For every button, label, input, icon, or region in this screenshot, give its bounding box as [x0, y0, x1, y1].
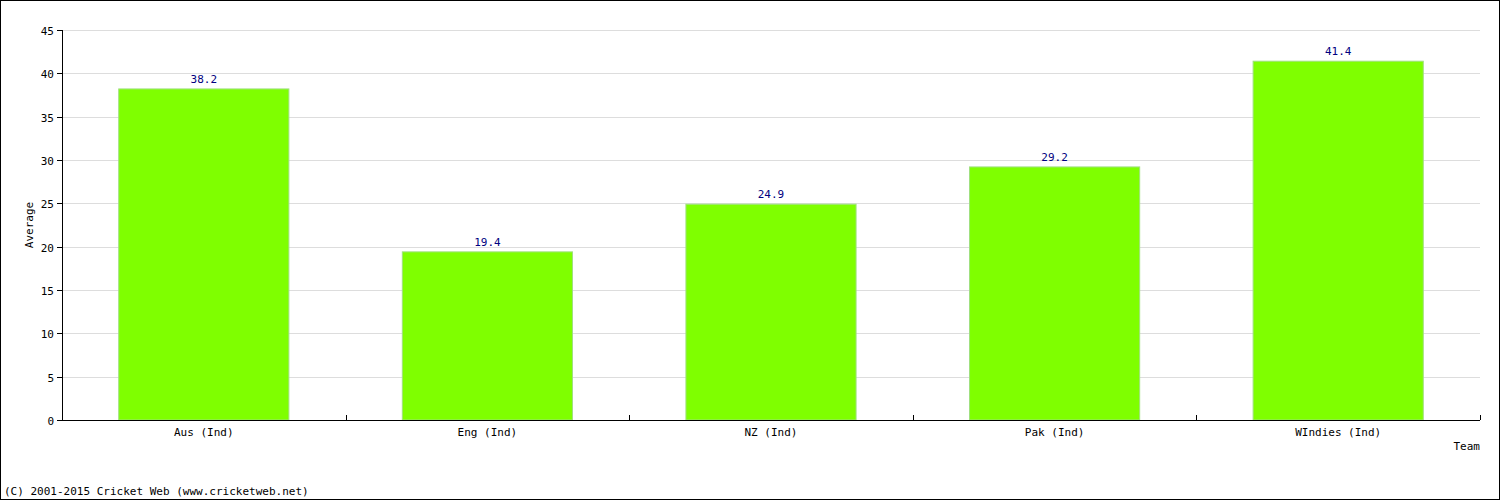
data-label: 38.2 [191, 73, 218, 86]
bar [402, 252, 572, 420]
y-tick [57, 420, 62, 421]
y-tick-label: 5 [47, 372, 54, 385]
y-tick [57, 333, 62, 334]
bars [119, 61, 1424, 420]
annotation: (C) 2001-2015 Cricket Web (www.cricketwe… [4, 485, 309, 498]
chart-svg: 0 5 10 15 20 25 30 35 40 45 38.2 19.4 24.9 29.2 41.4 Au… [0, 0, 1500, 500]
bar [970, 167, 1140, 420]
y-tick-label: 0 [47, 415, 54, 428]
y-tick [57, 377, 62, 378]
data-label: 29.2 [1041, 151, 1068, 164]
x-tick [1480, 415, 1481, 420]
x-tick [629, 415, 630, 420]
y-tick [57, 290, 62, 291]
y-tick-label: 15 [41, 285, 54, 298]
x-tick-label: Pak (Ind) [1025, 426, 1085, 439]
y-tick [57, 73, 62, 74]
y-tick-label: 20 [41, 242, 54, 255]
y-tick-label: 40 [41, 68, 54, 81]
y-tick [57, 203, 62, 204]
x-tick-label: WIndies (Ind) [1295, 426, 1381, 439]
x-tick-label: Aus (Ind) [174, 426, 234, 439]
y-tick-label: 35 [41, 112, 54, 125]
x-axis [62, 420, 1480, 421]
y-tick [57, 117, 62, 118]
x-axis-label: Team [1454, 440, 1481, 453]
bar [686, 204, 856, 420]
grid-line [62, 420, 1480, 421]
y-axis-label: Average [23, 202, 36, 248]
x-tick [346, 415, 347, 420]
y-tick-label: 30 [41, 155, 54, 168]
y-tick-label: 45 [41, 25, 54, 38]
y-axis [62, 30, 63, 420]
y-tick [57, 247, 62, 248]
data-label: 41.4 [1325, 45, 1352, 58]
y-tick [57, 160, 62, 161]
x-tick [913, 415, 914, 420]
x-tick-label: Eng (Ind) [458, 426, 518, 439]
grid-line [62, 30, 1480, 31]
data-label: 24.9 [758, 188, 785, 201]
y-tick-label: 25 [41, 198, 54, 211]
x-tick [1196, 415, 1197, 420]
frame [1, 1, 1500, 500]
y-tick [57, 30, 62, 31]
x-tick-label: NZ (Ind) [745, 426, 798, 439]
y-tick-label: 10 [41, 328, 54, 341]
data-label: 19.4 [474, 236, 501, 249]
bar [119, 89, 289, 420]
bar [1253, 61, 1423, 420]
chart-container: 0 5 10 15 20 25 30 35 40 45 38.2 19.4 24.9 29.2 41.4 Au… [0, 0, 1500, 500]
